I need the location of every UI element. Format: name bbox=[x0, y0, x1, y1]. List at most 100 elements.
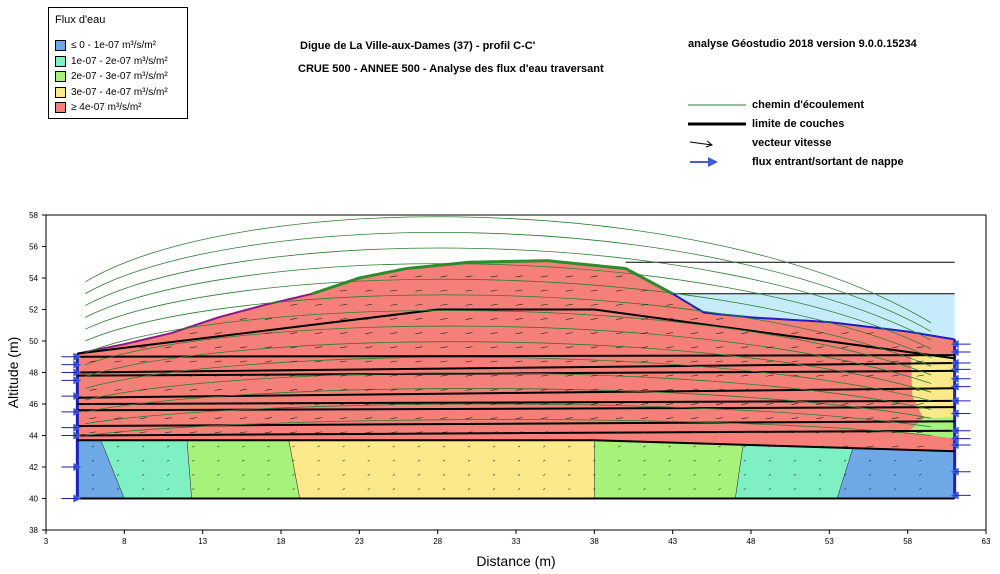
velocity-vector bbox=[565, 332, 573, 335]
velocity-vector bbox=[515, 417, 523, 420]
velocity-vector bbox=[668, 474, 671, 476]
velocity-vector bbox=[214, 346, 222, 349]
velocity-vector bbox=[342, 474, 345, 476]
layer-limit-line bbox=[77, 439, 955, 453]
velocity-vector bbox=[91, 445, 95, 448]
velocity-vector bbox=[415, 318, 423, 320]
key-velocity-label: vecteur vitesse bbox=[752, 137, 832, 149]
velocity-vector bbox=[565, 431, 573, 434]
velocity-vector bbox=[691, 417, 699, 420]
key-velocity: vecteur vitesse bbox=[688, 137, 832, 149]
velocity-vector bbox=[365, 360, 373, 363]
velocity-vector bbox=[317, 459, 320, 462]
y-tick-label: 48 bbox=[29, 369, 38, 378]
velocity-vector bbox=[490, 374, 498, 377]
velocity-vector bbox=[214, 388, 222, 391]
velocity-vector bbox=[317, 488, 320, 490]
velocity-vector bbox=[289, 318, 298, 320]
velocity-vector bbox=[590, 346, 598, 349]
velocity-vector bbox=[565, 403, 573, 405]
velocity-vector bbox=[490, 318, 498, 320]
velocity-vector bbox=[264, 374, 273, 377]
legend-label: 1e-07 - 2e-07 m³/s/m² bbox=[71, 56, 168, 67]
velocity-vector bbox=[214, 374, 222, 377]
velocity-vector bbox=[239, 332, 247, 335]
velocity-vector bbox=[342, 488, 345, 490]
velocity-vector bbox=[640, 417, 649, 420]
velocity-vector bbox=[390, 275, 398, 278]
velocity-vector bbox=[440, 275, 448, 278]
velocity-vector bbox=[164, 374, 172, 377]
velocity-vector bbox=[315, 417, 323, 420]
x-tick-label: 38 bbox=[590, 537, 599, 546]
velocity-vector bbox=[593, 474, 596, 476]
velocity-vector bbox=[640, 318, 649, 320]
velocity-vector bbox=[816, 417, 824, 420]
flow-paths bbox=[84, 216, 932, 436]
velocity-vector bbox=[267, 488, 270, 490]
velocity-vector bbox=[540, 332, 548, 335]
velocity-vector bbox=[390, 289, 398, 292]
downstream-slope-line bbox=[672, 292, 955, 341]
velocity-vector bbox=[440, 318, 448, 320]
velocity-vector bbox=[593, 488, 596, 490]
velocity-vector bbox=[568, 459, 571, 462]
velocity-vector bbox=[91, 488, 95, 490]
velocity-vector bbox=[417, 459, 421, 462]
velocity-vector bbox=[289, 360, 298, 363]
x-tick-label: 33 bbox=[512, 537, 521, 546]
velocity-vector bbox=[615, 332, 623, 335]
velocity-vector bbox=[691, 318, 699, 320]
x-tick-label: 28 bbox=[433, 537, 442, 546]
velocity-vector bbox=[467, 459, 471, 462]
velocity-vector bbox=[590, 332, 598, 335]
velocity-vector bbox=[340, 303, 348, 306]
velocity-vector bbox=[793, 474, 797, 476]
layer-limit-line bbox=[77, 399, 955, 405]
velocity-vector bbox=[440, 431, 448, 434]
velocity-vector bbox=[365, 403, 373, 405]
velocity-vector bbox=[741, 417, 749, 420]
velocity-vector bbox=[515, 289, 523, 292]
velocity-vector bbox=[841, 374, 849, 377]
velocity-vector bbox=[217, 459, 220, 462]
velocity-vector bbox=[916, 431, 924, 434]
flux-arrow-icon bbox=[690, 157, 718, 167]
legend: Flux d'eau ≤ 0 - 1e-07 m³/s/m² 1e-07 - 2… bbox=[48, 7, 188, 119]
velocity-vector bbox=[392, 459, 395, 462]
velocity-vector bbox=[417, 488, 421, 490]
velocity-vector bbox=[615, 388, 623, 391]
velocity-vector bbox=[167, 445, 170, 448]
velocity-vector bbox=[440, 360, 448, 363]
velocity-vector bbox=[716, 346, 724, 349]
velocity-vector bbox=[214, 332, 222, 335]
velocity-vector bbox=[691, 374, 699, 377]
velocity-vector bbox=[593, 459, 596, 462]
velocity-vector bbox=[768, 459, 771, 462]
velocity-vector bbox=[668, 459, 671, 462]
flow-path bbox=[85, 325, 932, 384]
velocity-vector bbox=[540, 360, 548, 363]
x-tick-label: 48 bbox=[747, 537, 756, 546]
velocity-vector bbox=[217, 445, 220, 448]
velocity-vector bbox=[440, 346, 448, 349]
velocity-vector bbox=[317, 445, 320, 448]
legend-item: ≥ 4e-07 m³/s/m² bbox=[55, 102, 142, 113]
velocity-vector bbox=[691, 332, 699, 335]
velocity-vector bbox=[590, 431, 598, 434]
velocity-vector bbox=[189, 431, 197, 434]
velocity-vector bbox=[116, 459, 120, 462]
velocity-vector bbox=[843, 474, 847, 476]
velocity-vector bbox=[718, 488, 721, 490]
velocity-vector bbox=[766, 374, 774, 377]
velocity-vector bbox=[565, 388, 573, 391]
velocity-vector bbox=[540, 388, 548, 391]
legend-swatch bbox=[55, 56, 66, 67]
velocity-vector bbox=[618, 488, 621, 490]
velocity-vector bbox=[816, 346, 824, 349]
velocity-vector bbox=[615, 417, 623, 420]
velocity-vector bbox=[492, 488, 496, 490]
velocity-vector bbox=[116, 474, 120, 476]
velocity-vector bbox=[766, 417, 774, 420]
velocity-vector bbox=[264, 360, 273, 363]
